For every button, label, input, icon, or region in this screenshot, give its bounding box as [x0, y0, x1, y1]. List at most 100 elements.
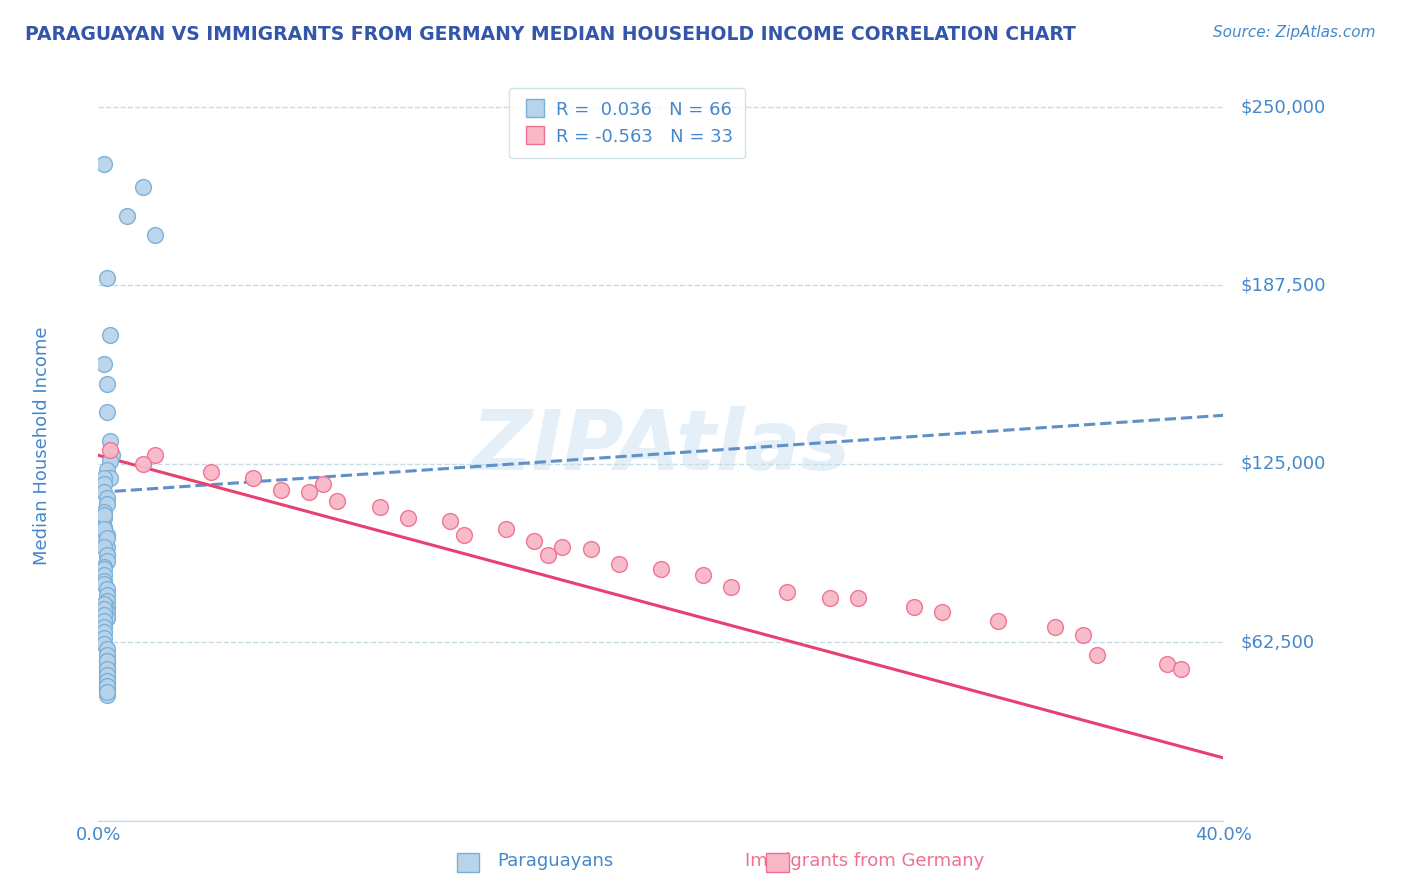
Text: $250,000: $250,000	[1240, 98, 1326, 116]
Point	[143, 228, 166, 243]
Point	[96, 654, 118, 668]
Point	[93, 559, 115, 574]
Point	[93, 574, 115, 588]
Point	[607, 557, 630, 571]
Point	[93, 485, 115, 500]
Text: $62,500: $62,500	[1240, 633, 1315, 651]
Point	[143, 448, 166, 462]
Point	[93, 533, 115, 548]
Point	[98, 454, 121, 468]
Point	[96, 554, 118, 568]
Point	[93, 471, 115, 485]
Point	[1170, 662, 1192, 676]
Point	[93, 357, 115, 371]
Text: $187,500: $187,500	[1240, 277, 1326, 294]
Point	[720, 580, 742, 594]
Text: ZIPAtlas: ZIPAtlas	[471, 406, 851, 486]
Point	[93, 540, 115, 554]
Point	[93, 519, 115, 533]
Point	[96, 685, 118, 699]
Point	[96, 594, 118, 608]
Point	[96, 599, 118, 614]
Point	[96, 671, 118, 685]
Point	[453, 528, 475, 542]
Point	[96, 540, 118, 554]
Point	[98, 434, 121, 448]
Point	[551, 540, 574, 554]
Point	[1156, 657, 1178, 671]
Point	[1043, 619, 1066, 633]
Point	[96, 642, 118, 657]
Point	[96, 654, 118, 668]
Point	[98, 442, 121, 457]
Point	[846, 591, 869, 605]
Text: Median Household Income: Median Household Income	[34, 326, 51, 566]
Text: PARAGUAYAN VS IMMIGRANTS FROM GERMANY MEDIAN HOUSEHOLD INCOME CORRELATION CHART: PARAGUAYAN VS IMMIGRANTS FROM GERMANY ME…	[25, 25, 1076, 44]
Point	[96, 659, 118, 673]
Point	[818, 591, 841, 605]
Text: Source: ZipAtlas.com: Source: ZipAtlas.com	[1212, 25, 1375, 40]
Text: Paraguayans: Paraguayans	[498, 852, 613, 870]
Point	[96, 588, 118, 602]
Point	[312, 476, 335, 491]
Point	[692, 568, 714, 582]
Point	[115, 209, 138, 223]
Point	[96, 582, 118, 597]
Point	[903, 599, 925, 614]
Point	[93, 508, 115, 523]
Point	[96, 605, 118, 619]
Point	[987, 614, 1010, 628]
Point	[1071, 628, 1094, 642]
Point	[132, 457, 155, 471]
Point	[93, 505, 115, 519]
Point	[96, 676, 118, 690]
Point	[96, 491, 118, 505]
Point	[93, 476, 115, 491]
Point	[93, 631, 115, 645]
Point	[776, 585, 799, 599]
Point	[96, 548, 118, 562]
Point	[96, 673, 118, 688]
Point	[96, 668, 118, 682]
Point	[93, 562, 115, 576]
Point	[98, 328, 121, 343]
Point	[93, 637, 115, 651]
Point	[96, 680, 118, 694]
Legend: R =  0.036   N = 66, R = -0.563   N = 33: R = 0.036 N = 66, R = -0.563 N = 33	[509, 88, 745, 158]
Point	[96, 662, 118, 676]
Point	[98, 471, 121, 485]
Point	[523, 533, 546, 548]
Text: $125,000: $125,000	[1240, 455, 1326, 473]
Point	[96, 528, 118, 542]
Point	[96, 682, 118, 697]
Point	[200, 466, 222, 480]
Text: Immigrants from Germany: Immigrants from Germany	[745, 852, 984, 870]
Point	[298, 485, 321, 500]
Point	[93, 625, 115, 640]
Point	[368, 500, 391, 514]
Point	[96, 531, 118, 545]
Point	[96, 497, 118, 511]
Point	[579, 542, 602, 557]
Point	[326, 494, 349, 508]
Point	[93, 597, 115, 611]
Point	[96, 376, 118, 391]
Point	[931, 605, 953, 619]
Point	[96, 462, 118, 476]
Point	[93, 511, 115, 525]
Point	[650, 562, 672, 576]
Point	[93, 523, 115, 537]
Point	[1085, 648, 1108, 662]
Point	[96, 405, 118, 419]
Point	[96, 271, 118, 285]
Point	[96, 548, 118, 562]
Point	[96, 665, 118, 680]
Point	[93, 568, 115, 582]
Point	[93, 157, 115, 171]
Point	[93, 619, 115, 633]
Point	[96, 688, 118, 702]
Point	[132, 180, 155, 194]
Point	[495, 523, 517, 537]
Point	[242, 471, 264, 485]
Point	[93, 576, 115, 591]
